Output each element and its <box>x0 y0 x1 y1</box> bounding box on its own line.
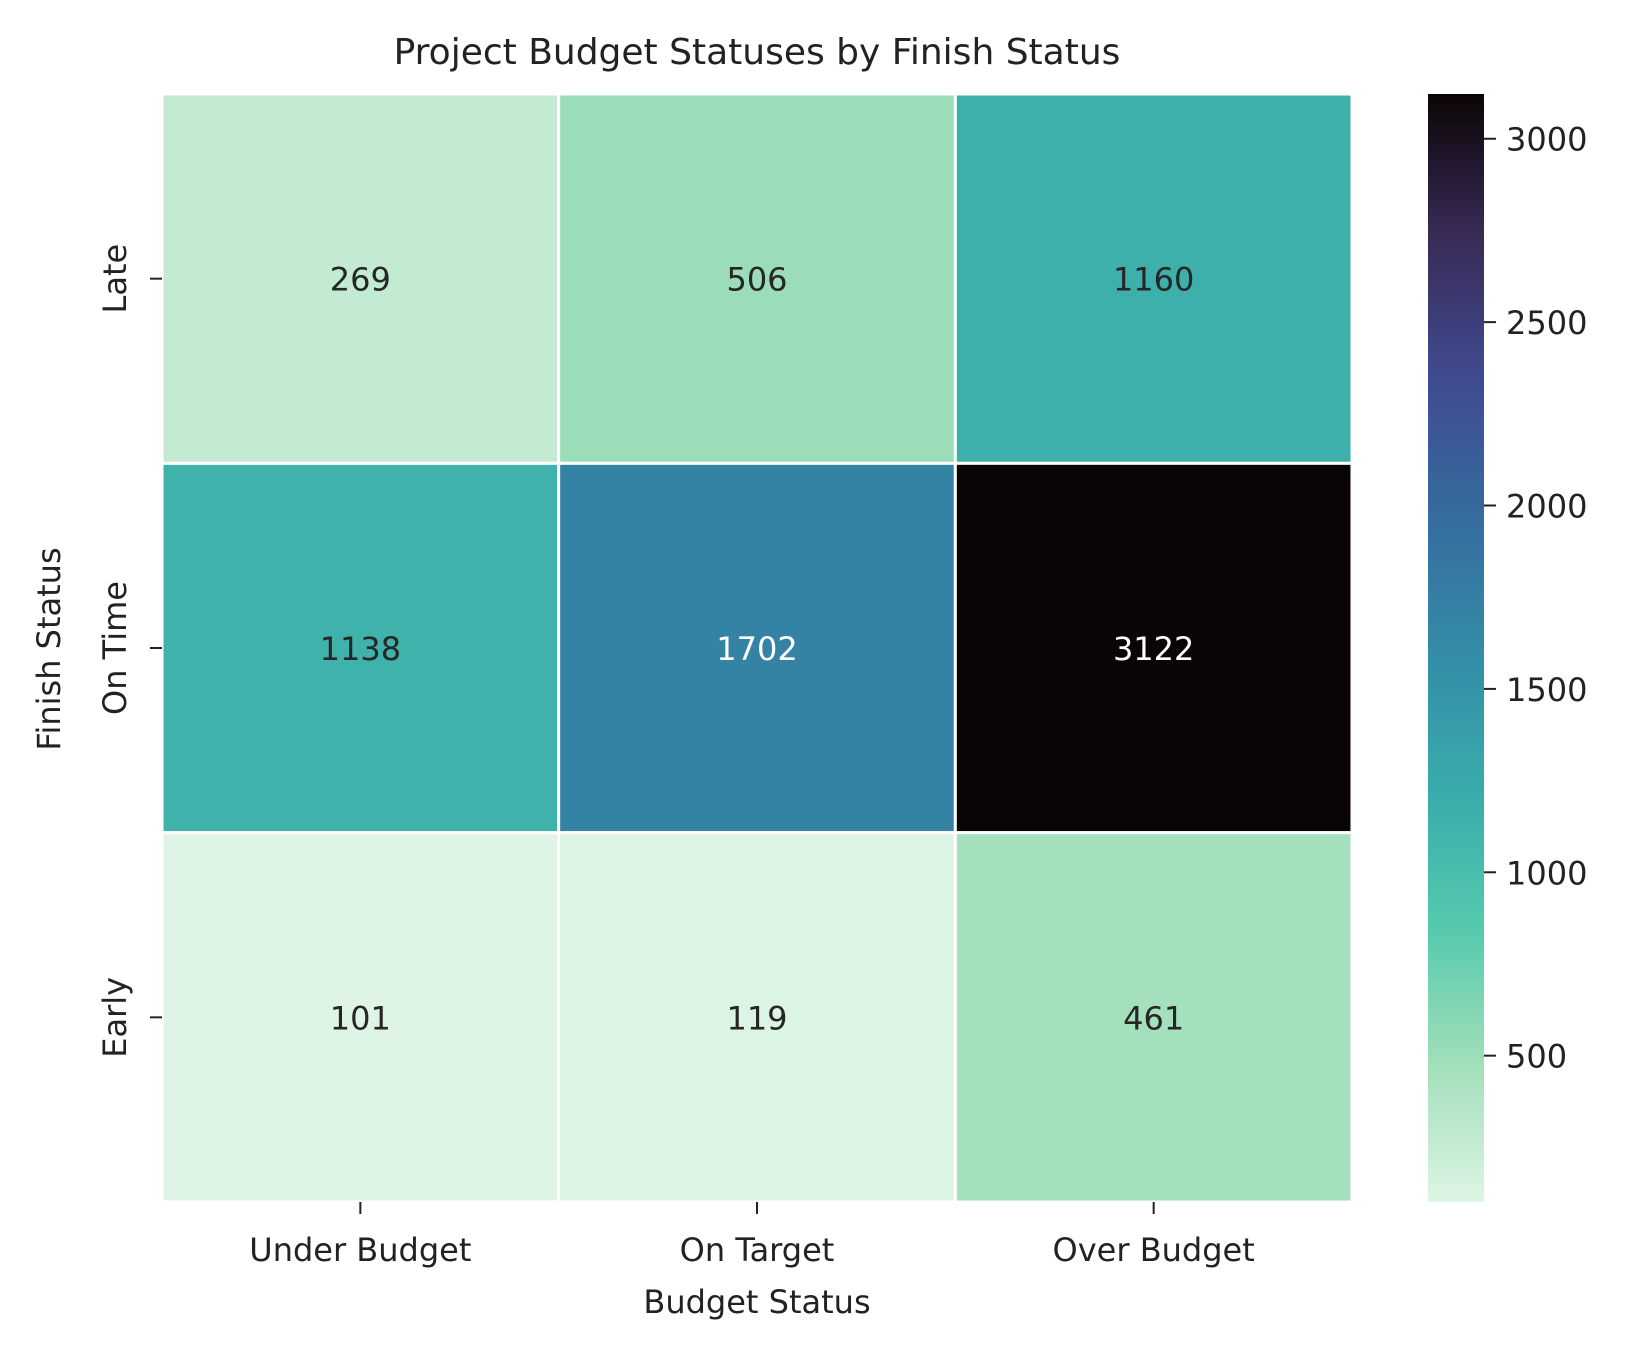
x-axis: Under Budget On Target Over Budget <box>249 1202 1255 1269</box>
x-tick-label: Under Budget <box>249 1231 471 1269</box>
colorbar-gradient <box>1428 94 1484 1202</box>
x-axis-label: Budget Status <box>643 1283 870 1321</box>
colorbar-tick-label: 2500 <box>1506 304 1587 342</box>
cell-value-label: 1702 <box>716 630 797 668</box>
y-tick-label: Early <box>96 977 134 1058</box>
chart-title: Project Budget Statuses by Finish Status <box>394 32 1121 73</box>
cell-value-label: 506 <box>726 261 787 299</box>
cell-value-label: 461 <box>1123 999 1184 1037</box>
colorbar-tick-label: 2000 <box>1506 488 1587 526</box>
y-axis: Late On Time Early <box>96 244 162 1058</box>
x-tick-label: On Target <box>680 1231 835 1269</box>
colorbar-tick-label: 1000 <box>1506 854 1587 892</box>
colorbar: 500 1000 1500 2000 2500 3000 <box>1428 94 1587 1202</box>
y-axis-label: Finish Status <box>30 547 68 750</box>
y-tick-label: Late <box>96 244 134 314</box>
cell-value-label: 1138 <box>320 630 401 668</box>
colorbar-tick-label: 1500 <box>1506 671 1587 709</box>
cell-value-label: 269 <box>330 261 391 299</box>
y-tick-label: On Time <box>96 581 134 715</box>
colorbar-tick-label: 3000 <box>1506 121 1587 159</box>
colorbar-tick-label: 500 <box>1506 1038 1567 1076</box>
cell-value-label: 1160 <box>1113 261 1194 299</box>
cell-value-label: 3122 <box>1113 630 1194 668</box>
cell-value-label: 119 <box>726 999 787 1037</box>
x-tick-label: Over Budget <box>1053 1231 1255 1269</box>
cell-value-label: 101 <box>330 999 391 1037</box>
